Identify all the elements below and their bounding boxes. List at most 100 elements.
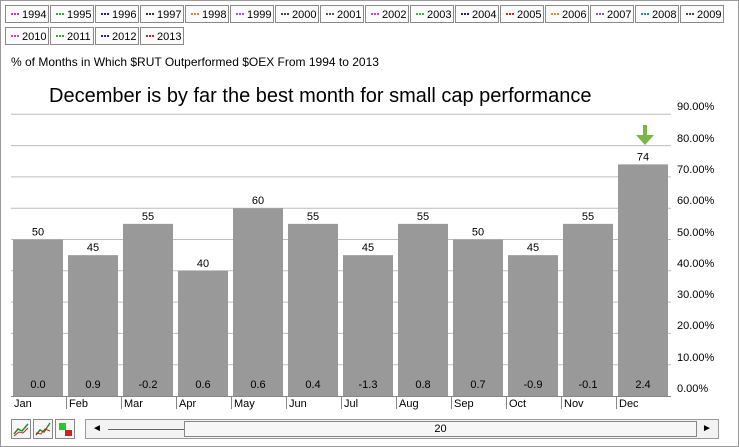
legend-item-2000[interactable]: 2000 bbox=[275, 5, 319, 23]
bar-change-label: -0.2 bbox=[139, 379, 158, 391]
legend-item-2011[interactable]: 2011 bbox=[50, 27, 94, 45]
scroll-left-button[interactable]: ◄ bbox=[92, 423, 102, 434]
legend-swatch-icon bbox=[146, 35, 154, 39]
bar-change-label: 0.0 bbox=[30, 379, 45, 391]
seasonality-bar-chart: 50 0.0 45 0.9 55 -0.2 40 0.6 60 0.6 55 0.4 45 -1.3 55 0… bbox=[11, 113, 671, 396]
bar-change-label: 0.8 bbox=[415, 379, 430, 391]
legend-label: 2005 bbox=[517, 9, 542, 21]
x-tick-mark bbox=[451, 397, 452, 409]
period-value: 20 bbox=[434, 423, 447, 435]
x-tick-mark bbox=[231, 397, 232, 409]
x-tick-label: May bbox=[234, 398, 255, 410]
legend-item-2006[interactable]: 2006 bbox=[545, 5, 589, 23]
x-tick-mark bbox=[286, 397, 287, 409]
legend-item-2004[interactable]: 2004 bbox=[455, 5, 499, 23]
y-tick-label: 50.00% bbox=[677, 226, 715, 239]
legend-label: 2013 bbox=[157, 31, 182, 43]
multi-line-tool-icon[interactable] bbox=[33, 419, 53, 439]
chart-subtitle: % of Months in Which $RUT Outperformed $… bbox=[11, 55, 379, 69]
legend-item-2001[interactable]: 2001 bbox=[320, 5, 364, 23]
legend-item-1998[interactable]: 1998 bbox=[185, 5, 229, 23]
legend-item-1996[interactable]: 1996 bbox=[95, 5, 139, 23]
bar-oct bbox=[508, 255, 558, 396]
x-tick-label: Feb bbox=[69, 398, 88, 410]
legend-label: 2001 bbox=[337, 9, 362, 21]
legend-label: 2010 bbox=[22, 31, 47, 43]
legend-label: 2008 bbox=[652, 9, 677, 21]
legend-label: 2003 bbox=[427, 9, 452, 21]
x-tick-label: Sep bbox=[454, 398, 474, 410]
bar-chart-tool-icon[interactable] bbox=[55, 419, 75, 439]
x-tick-label: Dec bbox=[619, 398, 639, 410]
bar-mar bbox=[123, 223, 173, 396]
bar-value-label: 40 bbox=[197, 258, 209, 270]
legend-swatch-icon bbox=[551, 13, 559, 17]
legend-label: 1999 bbox=[247, 9, 272, 21]
bar-nov bbox=[563, 223, 613, 396]
legend-item-2003[interactable]: 2003 bbox=[410, 5, 454, 23]
legend-item-1994[interactable]: 1994 bbox=[5, 5, 49, 23]
legend-label: 1995 bbox=[67, 9, 92, 21]
bar-feb bbox=[68, 255, 118, 396]
scroll-track[interactable] bbox=[108, 429, 184, 430]
legend-swatch-icon bbox=[281, 13, 289, 17]
x-tick-label: Jul bbox=[344, 398, 359, 410]
legend-item-2002[interactable]: 2002 bbox=[365, 5, 409, 23]
x-tick-label: Mar bbox=[124, 398, 143, 410]
bar-value-label: 60 bbox=[252, 195, 264, 207]
legend-label: 2000 bbox=[292, 9, 317, 21]
y-tick-label: 20.00% bbox=[677, 320, 715, 333]
bar-change-label: 0.4 bbox=[305, 379, 320, 391]
legend-item-2007[interactable]: 2007 bbox=[590, 5, 634, 23]
x-tick-mark bbox=[66, 397, 67, 409]
legend-item-2012[interactable]: 2012 bbox=[95, 27, 139, 45]
scroll-right-button[interactable]: ► bbox=[702, 423, 712, 434]
x-tick-label: Jun bbox=[289, 398, 307, 410]
legend-swatch-icon bbox=[11, 35, 19, 39]
bar-value-label: 50 bbox=[472, 227, 484, 239]
legend-item-2010[interactable]: 2010 bbox=[5, 27, 49, 45]
bar-change-label: 0.6 bbox=[195, 379, 210, 391]
bar-value-label: 45 bbox=[87, 242, 99, 254]
bar-change-label: -1.3 bbox=[359, 379, 378, 391]
legend-item-1995[interactable]: 1995 bbox=[50, 5, 94, 23]
legend-swatch-icon bbox=[11, 13, 19, 17]
x-tick-mark bbox=[506, 397, 507, 409]
legend-label: 1994 bbox=[22, 9, 47, 21]
bar-change-label: -0.9 bbox=[524, 379, 543, 391]
x-tick-mark bbox=[396, 397, 397, 409]
bar-value-label: 55 bbox=[307, 211, 319, 223]
legend-item-1999[interactable]: 1999 bbox=[230, 5, 274, 23]
scroll-thumb[interactable]: 20 bbox=[184, 421, 697, 437]
legend-label: 2006 bbox=[562, 9, 587, 21]
legend-swatch-icon bbox=[326, 13, 334, 17]
legend-item-2013[interactable]: 2013 bbox=[140, 27, 184, 45]
legend-swatch-icon bbox=[236, 13, 244, 17]
legend-item-1997[interactable]: 1997 bbox=[140, 5, 184, 23]
bar-change-label: 0.6 bbox=[250, 379, 265, 391]
y-tick-label: 60.00% bbox=[677, 195, 715, 208]
legend-swatch-icon bbox=[101, 13, 109, 17]
x-tick-label: Aug bbox=[399, 398, 419, 410]
legend-swatch-icon bbox=[506, 13, 514, 17]
bar-change-label: -0.1 bbox=[579, 379, 598, 391]
y-tick-label: 70.00% bbox=[677, 163, 715, 176]
legend-label: 2012 bbox=[112, 31, 137, 43]
x-tick-mark bbox=[121, 397, 122, 409]
legend-swatch-icon bbox=[101, 35, 109, 39]
bar-value-label: 45 bbox=[362, 242, 374, 254]
line-chart-tool-icon[interactable] bbox=[11, 419, 31, 439]
x-tick-label: Apr bbox=[179, 398, 197, 410]
x-tick-mark bbox=[341, 397, 342, 409]
legend-item-2009[interactable]: 2009 bbox=[680, 5, 724, 23]
bar-apr bbox=[178, 270, 228, 396]
bar-sep bbox=[453, 239, 503, 396]
y-tick-label: 30.00% bbox=[677, 289, 715, 302]
period-scrollbar[interactable]: ◄ 20 ► bbox=[85, 419, 719, 439]
legend-item-2005[interactable]: 2005 bbox=[500, 5, 544, 23]
bar-value-label: 45 bbox=[527, 242, 539, 254]
legend-item-2008[interactable]: 2008 bbox=[635, 5, 679, 23]
y-tick-label: 80.00% bbox=[677, 132, 715, 145]
legend-label: 2004 bbox=[472, 9, 497, 21]
